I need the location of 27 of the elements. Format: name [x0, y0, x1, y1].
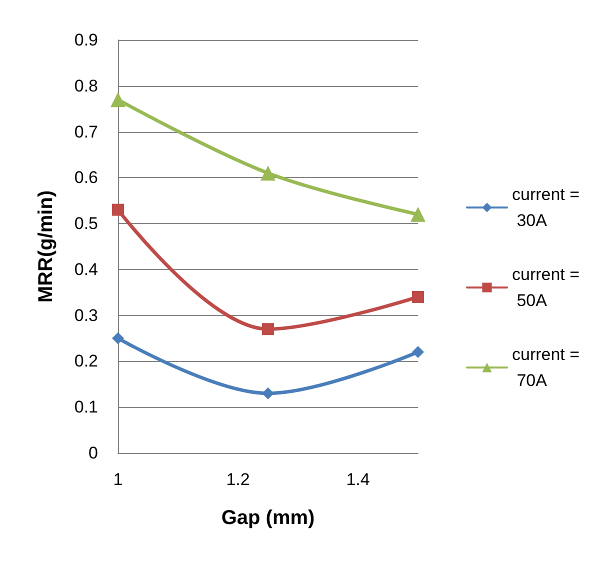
legend-label: current = 70A	[512, 345, 580, 390]
point	[262, 323, 274, 336]
point	[262, 387, 274, 400]
y-tick-label: 0.1	[74, 398, 98, 417]
legend-label: current = 50A	[512, 265, 580, 310]
y-tick-label: 0.5	[74, 214, 98, 234]
point	[412, 290, 424, 303]
point	[110, 92, 126, 108]
y-tick-label: 0.4	[74, 260, 98, 279]
point	[412, 346, 424, 358]
y-tick-label: 0.7	[74, 122, 98, 142]
y-tick-label: 0.6	[74, 168, 98, 188]
point	[112, 332, 124, 344]
x-axis-title: Gap (mm)	[221, 507, 315, 529]
legend-label: current = 30A	[512, 185, 580, 230]
x-tick-label: 1.2	[226, 470, 250, 489]
y-tick-label: 0.8	[74, 76, 98, 96]
x-tick-label: 1.4	[346, 470, 370, 489]
y-axis-title: MRR(g/min)	[35, 190, 57, 303]
y-tick-label: 0.2	[74, 352, 98, 371]
point	[260, 166, 276, 181]
y-tick-label: 0	[88, 444, 98, 462]
point	[410, 206, 426, 222]
point	[112, 204, 124, 216]
x-tick-label: 1	[113, 470, 123, 489]
y-tick-label: 0.9	[74, 30, 98, 50]
y-tick-label: 0.3	[74, 306, 98, 325]
